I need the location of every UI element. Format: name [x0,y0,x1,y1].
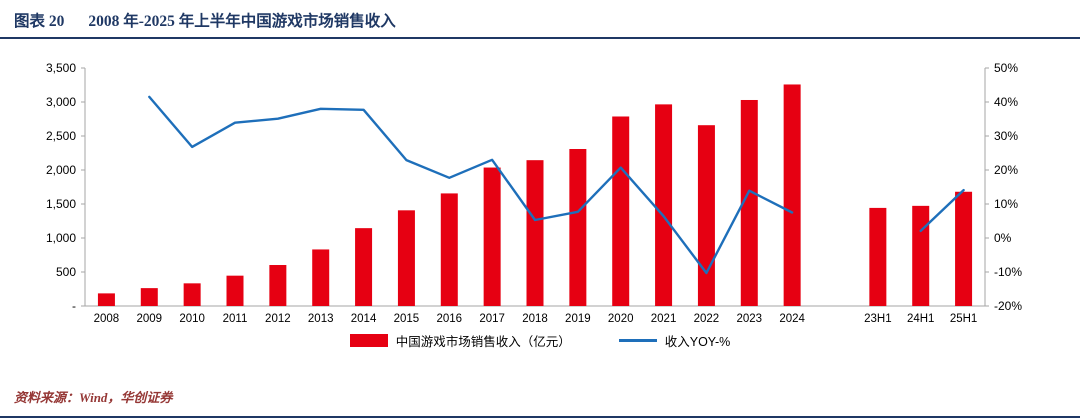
x-tick-label: 2023 [736,313,762,325]
figure-label: 图表 20 [14,13,65,30]
x-tick-label: 2015 [394,313,420,325]
revenue-yoy-chart: 3,500 3,000 2,500 2,000 1,500 1,000 500 - 50% 40%… [46,61,1022,325]
x-tick-label: 2017 [479,313,505,325]
right-tick-label: 30% [994,129,1018,143]
bar-2023 [740,99,758,306]
right-tick-label: 10% [994,197,1018,211]
bar-2011 [226,275,244,306]
x-tick-label: 2020 [608,313,634,325]
bar-2010 [183,283,201,306]
bottom-divider [0,416,1080,418]
bar-2021 [655,104,673,306]
legend-line-swatch [618,339,657,342]
right-tick-label: 50% [994,61,1018,75]
yoy-line [148,95,965,275]
bar-2013 [312,249,330,306]
x-tick-label: 2013 [308,313,334,325]
x-tick-label: 23H1 [864,313,892,325]
bar-25H1 [955,191,973,306]
bar-2024 [783,84,801,306]
legend-item-yoy: 收入YOY-% [618,331,731,350]
x-tick-label: 2018 [522,313,548,325]
x-tick-label: 2012 [265,313,291,325]
bar-2018 [526,160,544,306]
left-tick-label: 2,500 [46,129,76,143]
x-tick-label: 2016 [436,313,462,325]
right-tick-label: -10% [994,265,1022,279]
right-tick-label: 40% [994,95,1018,109]
left-tick-label: 3,000 [46,95,76,109]
bar-2022 [697,125,715,306]
x-tick-label: 2014 [351,313,377,325]
page-title: 2008 年-2025 年上半年中国游戏市场销售收入 [88,13,396,30]
legend-bar-label: 中国游戏市场销售收入（亿元） [395,335,571,349]
right-tick-label: 0% [994,231,1012,245]
bar-2015 [397,210,415,306]
bar-2014 [355,228,373,306]
bar-2012 [269,265,287,306]
legend-line-label: 收入YOY-% [664,335,731,349]
left-tick-label: 1,000 [46,231,76,245]
source-note: 资料来源：Wind，华创证券 [14,390,173,405]
left-tick-label: 2,000 [46,163,76,177]
legend-bar-swatch [349,334,388,347]
footer: 资料来源：Wind，华创证券 [0,387,1080,418]
x-tick-label: 2019 [565,313,591,325]
x-tick-label: 25H1 [950,313,978,325]
x-tick-label: 2024 [779,313,805,325]
bar-23H1 [869,207,887,306]
chart-header: 图表 20 2008 年-2025 年上半年中国游戏市场销售收入 [0,0,1080,39]
right-tick-label: 20% [994,163,1018,177]
right-tick-label: -20% [994,299,1022,313]
legend-item-revenue: 中国游戏市场销售收入（亿元） [349,331,571,350]
bar-2017 [483,167,501,306]
x-tick-label: 2009 [136,313,162,325]
x-tick-label: 2008 [94,313,120,325]
left-tick-label: 3,500 [46,61,76,75]
x-tick-label: 2022 [694,313,720,325]
left-tick-label: - [72,299,76,313]
bar-2008 [97,293,115,306]
bar-2016 [440,193,458,306]
bar-24H1 [912,205,930,306]
bar-2020 [612,116,630,306]
left-tick-label: 500 [56,265,76,279]
left-tick-label: 1,500 [46,197,76,211]
x-tick-label: 24H1 [907,313,935,325]
bar-2009 [140,288,158,306]
x-tick-label: 2011 [223,313,248,325]
x-tick-label: 2010 [179,313,205,325]
x-tick-label: 2021 [651,313,677,325]
chart-area: 3,500 3,000 2,500 2,000 1,500 1,000 500 - 50% 40%… [0,39,1080,331]
bar-2019 [569,149,587,306]
chart-legend: 中国游戏市场销售收入（亿元） 收入YOY-% [0,331,1080,350]
